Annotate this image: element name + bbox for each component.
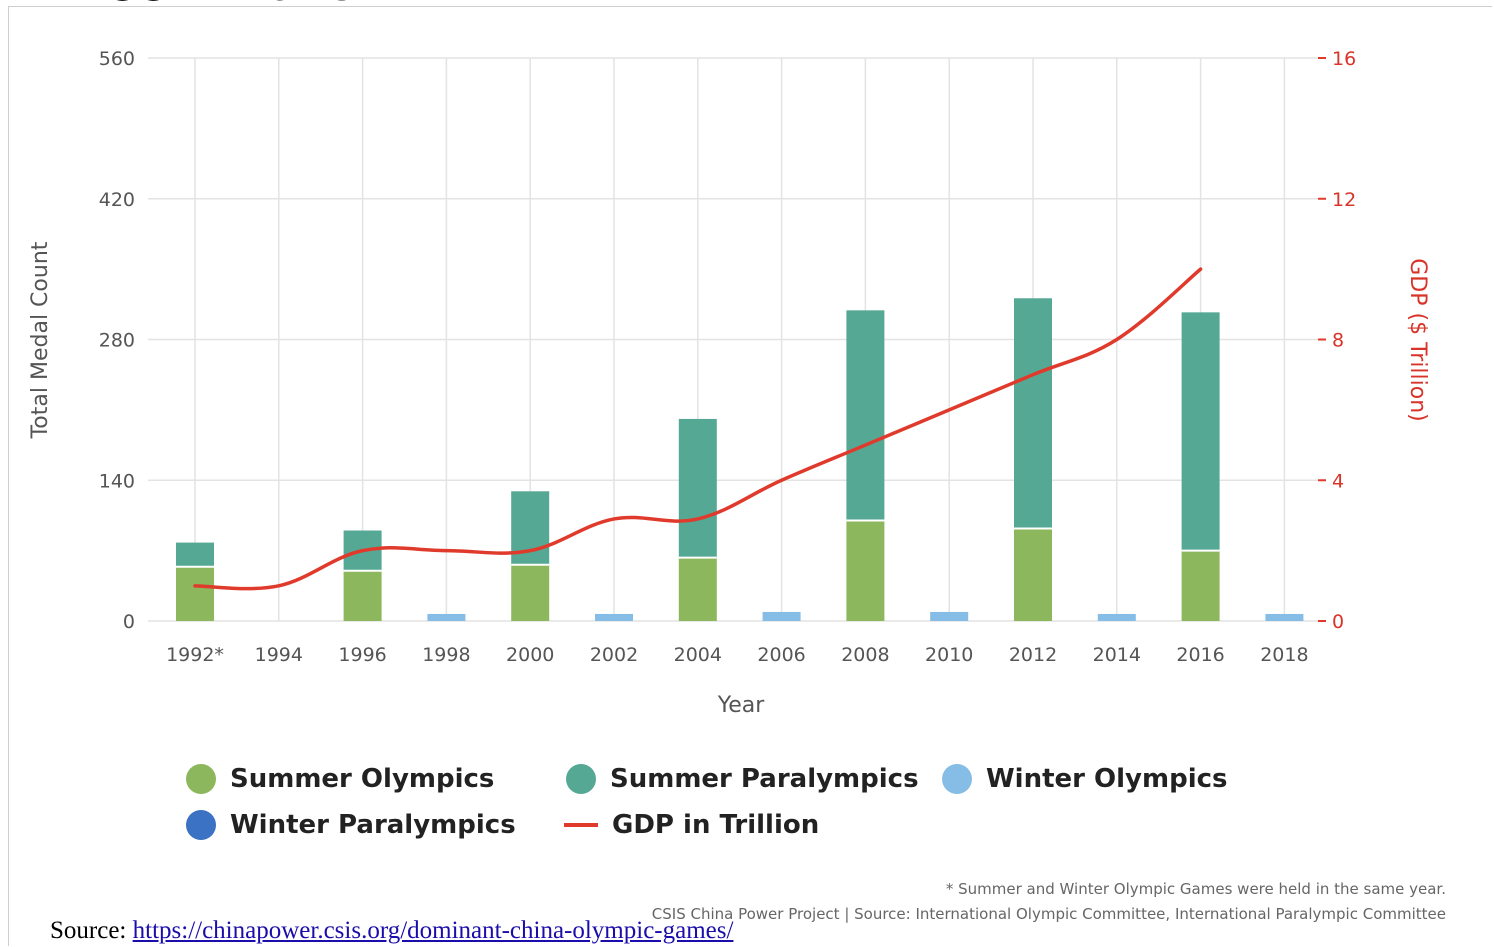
x-tick-label: 2000 <box>506 644 554 666</box>
bars <box>176 298 1304 621</box>
x-tick-label: 1992* <box>166 644 224 666</box>
x-tick-label: 2018 <box>1260 644 1308 666</box>
bar-segment <box>511 564 550 621</box>
medal-gdp-chart: 0 140 280 420 560 0 4 8 12 16 1992* 1994 1996 1998 2… <box>28 48 1430 718</box>
y-tick-label: 560 <box>99 48 135 70</box>
bar-segment <box>176 542 214 567</box>
legend-item-summer-paralympics: Summer Paralympics <box>566 764 919 794</box>
bar-segment <box>1097 613 1136 621</box>
x-tick-label: 2006 <box>757 644 805 666</box>
y-axis-ticks: 0 140 280 420 560 <box>99 48 135 633</box>
y-tick-label: 420 <box>99 189 135 211</box>
legend-label: GDP in Trillion <box>612 810 820 840</box>
bar-segment <box>343 570 382 621</box>
legend-swatch <box>186 764 216 794</box>
legend-label: Summer Olympics <box>230 764 495 794</box>
legend-swatch <box>564 823 598 827</box>
chart-frame <box>8 6 1492 946</box>
x-tick-label: 2002 <box>590 644 638 666</box>
x-tick-label: 2014 <box>1093 644 1141 666</box>
x-tick-label: 1998 <box>422 644 470 666</box>
x-tick-label: 1994 <box>255 644 303 666</box>
grid-lines <box>148 57 1318 622</box>
y-tick-label: 0 <box>123 611 135 633</box>
legend-swatch <box>566 764 596 794</box>
y-tick-label: 140 <box>99 470 135 492</box>
legend-item-summer-olympics: Summer Olympics <box>186 764 494 794</box>
legend-item-gdp: GDP in Trillion <box>564 810 819 840</box>
y-axis-title: Total Medal Count <box>28 241 53 439</box>
legend-swatch <box>942 764 972 794</box>
x-tick-label: 2004 <box>674 644 722 666</box>
footnote: * Summer and Winter Olympic Games were h… <box>945 880 1446 898</box>
x-tick-label: 2016 <box>1176 644 1224 666</box>
y2-tick-label: 16 <box>1332 48 1356 70</box>
bar-segment <box>1265 613 1304 621</box>
bar-segment <box>1014 298 1052 529</box>
x-axis-ticks: 1992* 1994 1996 1998 2000 2002 2004 2006 2008 201… <box>166 644 1309 666</box>
y2-tick-label: 4 <box>1332 470 1344 492</box>
x-axis-title: Year <box>717 693 766 718</box>
bar-segment <box>846 310 885 521</box>
bar-segment <box>762 611 801 621</box>
bar-segment <box>930 611 969 621</box>
x-tick-label: 2008 <box>841 644 889 666</box>
bar-segment <box>1181 312 1220 551</box>
legend-item-winter-olympics: Winter Olympics <box>942 764 1228 794</box>
credit-line: CSIS China Power Project | Source: Inter… <box>651 905 1446 923</box>
bar-segment <box>846 520 885 621</box>
y2-tick-label: 12 <box>1332 189 1356 211</box>
legend-label: Winter Olympics <box>986 764 1228 794</box>
source-line: Source: https://chinapower.csis.org/domi… <box>50 917 733 945</box>
y2-axis-ticks: 0 4 8 12 16 <box>1318 48 1356 633</box>
bar-segment <box>678 557 717 621</box>
bar-segment <box>595 613 633 621</box>
source-prefix: Source: <box>50 917 133 944</box>
x-tick-label: 2012 <box>1009 644 1057 666</box>
chart-title-fragment: 1992–2018 <box>80 0 358 12</box>
x-tick-label: 2010 <box>925 644 973 666</box>
legend-label: Winter Paralympics <box>230 810 516 840</box>
x-tick-label: 1996 <box>338 644 386 666</box>
y2-tick-label: 0 <box>1332 611 1344 633</box>
y2-tick-label: 8 <box>1332 330 1344 352</box>
source-link[interactable]: https://chinapower.csis.org/dominant-chi… <box>132 917 734 944</box>
legend-swatch <box>186 810 216 840</box>
gdp-line-group <box>193 267 1203 591</box>
legend-item-winter-paralympics: Winter Paralympics <box>186 810 516 840</box>
bar-segment <box>176 566 214 621</box>
bar-segment <box>1014 528 1052 621</box>
bar-segment <box>427 613 466 621</box>
legend-label: Summer Paralympics <box>610 764 919 794</box>
gdp-line <box>193 267 1203 591</box>
y2-axis-title: GDP ($ Trillion) <box>1405 258 1430 422</box>
bar-segment <box>678 418 717 558</box>
bar-segment <box>1181 550 1220 621</box>
y-tick-label: 280 <box>99 330 135 352</box>
